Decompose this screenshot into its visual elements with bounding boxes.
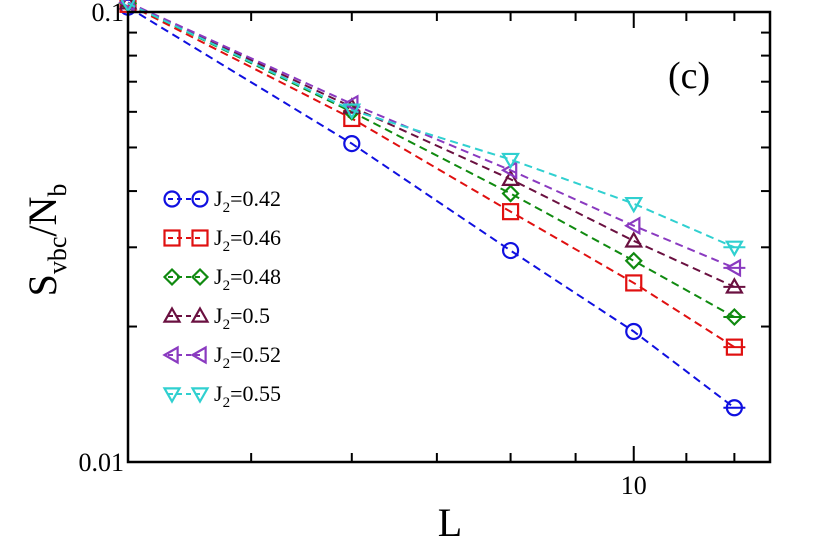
marker-circle — [501, 241, 520, 260]
legend-item: J2=0.52 — [162, 342, 281, 372]
legend-label: J2=0.42 — [214, 186, 281, 216]
series-line — [127, 3, 735, 348]
marker-circle — [725, 399, 743, 417]
legend-label-sub: 2 — [223, 278, 231, 294]
y-axis-title: Svbc/Nb — [20, 184, 72, 297]
series-layer — [118, 0, 746, 417]
marker-diamond — [190, 267, 210, 287]
marker-triangle-down — [190, 387, 210, 404]
marker-triangle-left — [724, 258, 742, 278]
legend-label-rest: =0.42 — [230, 186, 281, 211]
legend-item: J2=0.5 — [162, 303, 270, 333]
marker-diamond — [725, 307, 744, 327]
marker-triangle-down — [120, 0, 136, 14]
legend-label-main: J — [214, 264, 223, 289]
legend-label: J2=0.55 — [214, 381, 281, 411]
marker-triangle-up — [724, 277, 744, 294]
legend-label-sub: 2 — [223, 200, 231, 216]
legend-label: J2=0.5 — [214, 303, 270, 333]
marker-diamond — [624, 251, 643, 270]
marker-diamond — [501, 184, 520, 203]
legend-label: J2=0.46 — [214, 225, 281, 255]
legend-label: J2=0.48 — [214, 264, 281, 294]
marker-triangle-up — [118, 0, 138, 10]
marker-triangle-left — [190, 345, 207, 365]
legend-item: J2=0.55 — [162, 381, 281, 411]
series-line — [127, 1, 735, 269]
legend: J2=0.42J2=0.46J2=0.48J2=0.5J2=0.52J2=0.5… — [162, 186, 281, 411]
series-J2=0.55 — [120, 0, 746, 258]
plot-frame — [126, 10, 772, 464]
marker-square — [725, 338, 743, 356]
legend-item: J2=0.48 — [162, 264, 281, 294]
marker-triangle-up — [190, 306, 210, 323]
marker-triangle-down — [724, 240, 744, 258]
tick-label-layer: 10 0.1 0.01 — [79, 0, 647, 500]
legend-label-main: J — [214, 303, 223, 328]
y-title-main: S — [20, 274, 65, 296]
marker-circle — [191, 190, 209, 208]
x-axis-title: L — [438, 500, 462, 545]
y-tick-label: 0.1 — [92, 0, 125, 27]
marker-triangle-up — [501, 169, 520, 186]
y-tick-label: 0.01 — [79, 448, 125, 477]
x-tick-label: 10 — [621, 471, 647, 500]
legend-label-rest: =0.46 — [230, 225, 281, 250]
legend-label-main: J — [214, 186, 223, 211]
legend-label-sub: 2 — [223, 395, 231, 411]
series-J2=0.46 — [119, 0, 746, 356]
marker-triangle-left — [162, 345, 179, 365]
series-line — [127, 6, 735, 409]
marker-circle — [163, 190, 181, 208]
marker-square — [501, 203, 520, 221]
marker-triangle-up — [162, 306, 182, 323]
panel-label: (c) — [668, 55, 710, 97]
marker-triangle-down — [624, 196, 644, 214]
legend-item: J2=0.46 — [163, 225, 281, 255]
marker-triangle-up — [624, 231, 644, 248]
marker-diamond — [162, 267, 182, 287]
legend-label-sub: 2 — [223, 356, 231, 372]
marker-triangle-left — [624, 216, 641, 236]
marker-square — [625, 274, 643, 292]
legend-label-rest: =0.55 — [230, 381, 281, 406]
legend-label-main: J — [214, 342, 223, 367]
y-title-sub1: vbc — [43, 237, 72, 275]
y-title-sub2: b — [43, 184, 72, 197]
marker-circle — [343, 134, 361, 153]
marker-triangle-down — [342, 103, 362, 120]
marker-circle — [625, 322, 643, 341]
legend-label-rest: =0.48 — [230, 264, 281, 289]
legend-label-rest: =0.5 — [230, 303, 270, 328]
marker-triangle-down — [501, 152, 520, 170]
marker-triangle-down — [162, 387, 182, 404]
legend-label-rest: =0.52 — [230, 342, 281, 367]
legend-label-sub: 2 — [223, 239, 231, 255]
legend-label: J2=0.52 — [214, 342, 281, 372]
series-line — [127, 1, 735, 288]
legend-label-main: J — [214, 381, 223, 406]
y-title-slash: /N — [20, 197, 65, 237]
marker-square — [191, 229, 209, 247]
legend-item: J2=0.42 — [163, 186, 281, 216]
marker-square — [163, 229, 181, 247]
legend-label-main: J — [214, 225, 223, 250]
legend-label-sub: 2 — [223, 317, 231, 333]
